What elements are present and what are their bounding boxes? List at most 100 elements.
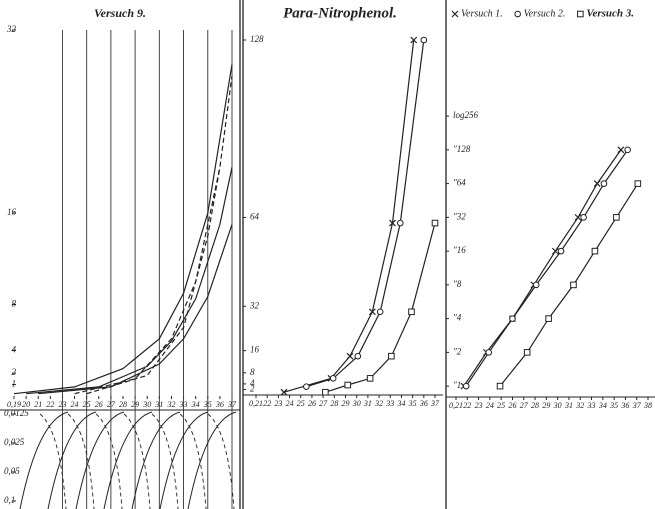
point-marker	[545, 315, 552, 322]
x-tick-label: 35	[408, 399, 417, 408]
x-tick-label: 27	[107, 400, 116, 409]
x-tick-label: 35	[203, 400, 212, 409]
x-tick-label: 28	[330, 399, 338, 408]
y-tick-label: 16	[7, 207, 17, 217]
point-marker	[600, 180, 608, 187]
series-line	[13, 64, 233, 395]
x-tick-label: 36	[419, 399, 428, 408]
point-marker	[580, 214, 587, 221]
x-tick-label: 27	[520, 401, 529, 410]
x-tick-label: 36	[215, 400, 224, 409]
x-tick-label: 36	[620, 401, 629, 410]
x-tick-label: 24	[286, 399, 294, 408]
point-marker	[496, 382, 504, 390]
sub-y-tick-label: 0,025	[4, 437, 25, 447]
legend-label: Versuch 1.	[461, 8, 503, 19]
x-tick-label: 30	[352, 399, 361, 408]
x-tick-label: 31	[363, 399, 372, 408]
x-tick-label: 35	[609, 401, 618, 410]
point-marker	[388, 352, 395, 360]
x-tick-label: 24	[486, 401, 494, 410]
point-marker	[593, 180, 601, 188]
x-tick-label: 0,19	[7, 400, 21, 409]
series-line	[465, 149, 629, 387]
x-tick-label: 37	[632, 401, 642, 410]
point-marker	[613, 214, 620, 221]
x-tick-label: 25	[497, 401, 505, 410]
sub-curve	[19, 411, 69, 509]
x-tick-label: 22	[263, 399, 271, 408]
x-tick-label: 28	[531, 401, 539, 410]
sub-curve-dashed	[39, 413, 67, 509]
sub-curve	[47, 411, 97, 509]
y-tick-label: ″16	[453, 245, 466, 255]
series-line	[306, 39, 425, 388]
chart-title: Versuch 9.	[94, 6, 146, 20]
series-line	[86, 167, 221, 395]
point-marker	[410, 36, 418, 44]
sub-curve-dashed	[179, 413, 207, 509]
sub-curve	[131, 411, 181, 509]
y-tick-label: ″128	[453, 144, 471, 154]
x-tick-label: 33	[385, 399, 394, 408]
sub-y-tick-label: 0,05	[4, 466, 20, 476]
point-marker	[532, 281, 540, 289]
point-marker	[344, 381, 352, 389]
y-tick-label: 4	[12, 344, 17, 354]
x-tick-label: 26	[508, 401, 516, 410]
point-marker	[354, 352, 362, 360]
series-line	[463, 149, 622, 387]
point-marker	[570, 281, 577, 289]
x-tick-label: 34	[191, 400, 200, 409]
y-tick-label: ″32	[453, 211, 466, 221]
point-marker	[485, 349, 493, 356]
y-tick-label: 16	[250, 345, 260, 355]
point-marker	[634, 180, 642, 187]
series-line	[283, 39, 415, 393]
y-tick-label: log256	[453, 110, 479, 120]
y-tick-label: 128	[250, 34, 264, 44]
y-tick-label: 64	[250, 212, 260, 222]
series-line	[74, 75, 233, 395]
x-tick-label: 20	[22, 400, 30, 409]
series-line	[325, 222, 436, 393]
y-tick-label: 2	[250, 384, 255, 394]
point-marker	[346, 352, 354, 360]
x-tick-label: 23	[274, 399, 282, 408]
x-tick-label: 22	[46, 400, 54, 409]
legend-marker	[451, 10, 459, 18]
x-tick-label: 22	[463, 401, 471, 410]
point-marker	[523, 349, 531, 356]
x-tick-label: 0,21	[449, 401, 463, 410]
point-marker	[366, 375, 374, 382]
y-tick-label: 2	[12, 367, 17, 377]
chart-title: Para-Nitrophenol.	[283, 5, 397, 21]
point-marker	[591, 247, 599, 255]
sub-curve	[75, 411, 125, 509]
x-tick-label: 34	[598, 401, 607, 410]
y-tick-label: 32	[6, 24, 17, 34]
x-tick-label: 30	[142, 400, 151, 409]
sub-curve	[159, 411, 209, 509]
x-tick-label: 0,21	[249, 399, 263, 408]
sub-curve	[103, 411, 153, 509]
sub-curve-dashed	[67, 413, 95, 509]
sub-curve-dashed	[123, 413, 151, 509]
y-tick-label: ″4	[453, 313, 462, 323]
x-tick-label: 26	[95, 400, 103, 409]
legend-marker	[577, 10, 584, 18]
x-tick-label: 34	[396, 399, 405, 408]
x-tick-label: 26	[308, 399, 316, 408]
point-marker	[551, 247, 559, 255]
point-marker	[557, 247, 565, 255]
point-marker	[462, 382, 470, 390]
legend-label: Versuch 2.	[524, 8, 566, 19]
y-tick-label: ″64	[453, 178, 466, 188]
sub-curve-dashed	[207, 413, 235, 509]
x-tick-label: 30	[553, 401, 562, 410]
point-marker	[368, 308, 376, 316]
y-tick-label: ″2	[453, 346, 462, 356]
x-tick-label: 32	[374, 399, 383, 408]
